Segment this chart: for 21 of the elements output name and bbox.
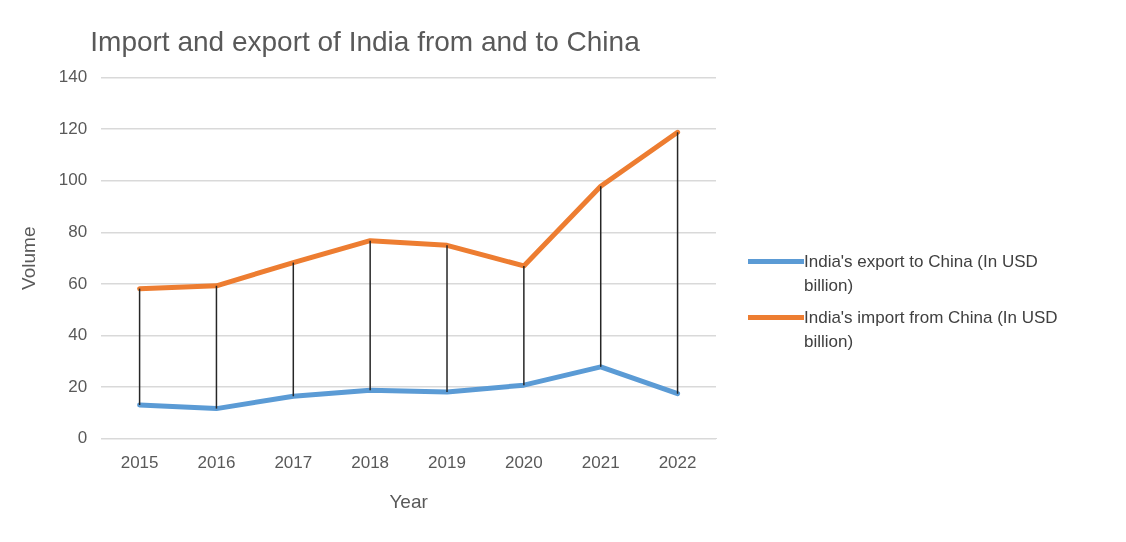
y-tick-label: 100: [58, 170, 88, 190]
x-tick-label: 2019: [428, 452, 466, 472]
legend-label: India's export to China (In USD billion): [804, 251, 1039, 297]
legend-label: India's import from China (In USD billion): [804, 307, 1059, 353]
x-tick-label: 2021: [581, 452, 620, 472]
x-tick-label: 2020: [504, 452, 543, 472]
x-tick-label: 2022: [658, 452, 697, 472]
x-axis-title: Year: [389, 490, 429, 512]
x-tick-label: 2018: [351, 452, 390, 472]
y-tick-label: 120: [58, 118, 88, 138]
y-tick-label: 80: [68, 222, 88, 242]
chart-title: Import and export of India from and to China: [90, 25, 641, 57]
x-tick-label: 2017: [274, 452, 313, 472]
y-axis-title: Volume: [17, 226, 39, 290]
y-tick-label: 60: [68, 273, 88, 293]
x-tick-label: 2015: [120, 452, 159, 472]
y-tick-label: 40: [68, 325, 88, 345]
y-tick-label: 0: [77, 428, 88, 448]
y-tick-label: 20: [68, 376, 88, 396]
y-tick-label: 140: [58, 67, 88, 87]
x-tick-label: 2016: [197, 452, 236, 472]
